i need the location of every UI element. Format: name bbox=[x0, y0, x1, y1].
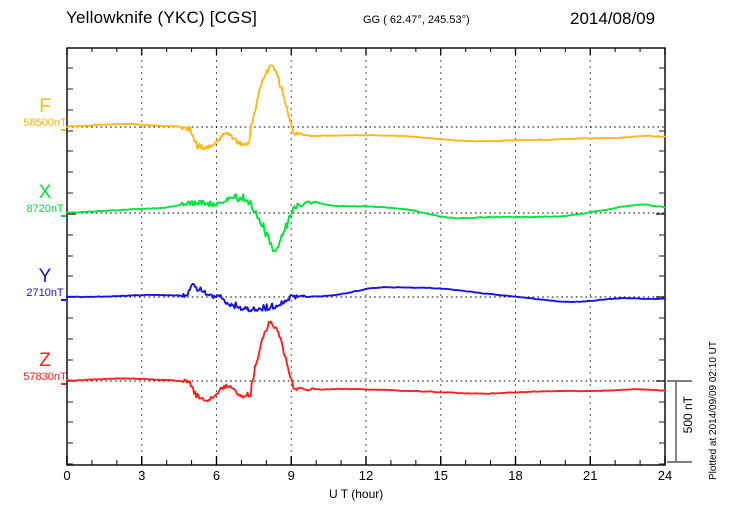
x-tick-label-15: 15 bbox=[433, 468, 448, 483]
trace-z bbox=[66, 320, 666, 403]
scale-bar-label: 500 nT bbox=[681, 396, 695, 434]
x-tick-label-12: 12 bbox=[358, 468, 374, 483]
x-tick-label-9: 9 bbox=[287, 468, 295, 483]
trace-f bbox=[66, 64, 666, 151]
x-tick-label-6: 6 bbox=[212, 468, 221, 483]
x-tick-label-24: 24 bbox=[657, 468, 673, 483]
x-tick-label-3: 3 bbox=[138, 468, 146, 483]
plotted-timestamp: Plotted at 2014/09/09 02:10 UT bbox=[708, 341, 719, 480]
geographic-coordinates: GG ( 62.47°, 245.53°) bbox=[363, 14, 470, 26]
x-tick-label-0: 0 bbox=[63, 468, 71, 483]
component-symbol: X bbox=[38, 182, 52, 203]
observation-date: 2014/08/09 bbox=[570, 9, 656, 28]
component-baseline-value: 57830nT bbox=[23, 371, 67, 383]
component-symbol: F bbox=[39, 96, 51, 117]
component-baseline-value: 8720nT bbox=[26, 203, 64, 215]
component-label-z: Z 57830nT bbox=[23, 351, 66, 384]
page-title: Yellowknife (YKC) [CGS] bbox=[66, 8, 258, 27]
component-baseline-value: 58500nT bbox=[23, 117, 67, 129]
x-axis-title: U T (hour) bbox=[329, 487, 384, 501]
component-symbol: Y bbox=[38, 266, 52, 287]
component-label-x: X 8720nT bbox=[26, 183, 63, 216]
component-label-f: F 58500nT bbox=[23, 97, 66, 130]
component-symbol: Z bbox=[39, 350, 51, 371]
trace-y bbox=[66, 282, 666, 313]
x-tick-label-21: 21 bbox=[583, 468, 598, 483]
component-label-y: Y 2710nT bbox=[26, 267, 63, 300]
x-tick-label-18: 18 bbox=[508, 468, 523, 483]
component-baseline-value: 2710nT bbox=[26, 287, 64, 299]
trace-x bbox=[66, 193, 666, 253]
